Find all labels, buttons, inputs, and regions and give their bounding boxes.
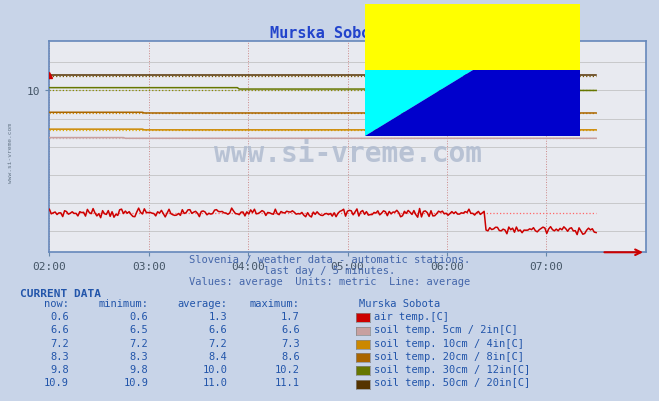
Text: 7.2: 7.2 (51, 338, 69, 348)
Text: 7.2: 7.2 (209, 338, 227, 348)
Text: 6.6: 6.6 (281, 324, 300, 334)
Text: 8.6: 8.6 (281, 351, 300, 361)
Text: maximum:: maximum: (250, 298, 300, 308)
Text: 9.8: 9.8 (130, 364, 148, 374)
Text: 1.7: 1.7 (281, 311, 300, 321)
Text: 9.8: 9.8 (51, 364, 69, 374)
Polygon shape (365, 71, 473, 137)
Text: CURRENT DATA: CURRENT DATA (20, 288, 101, 298)
Text: minimum:: minimum: (98, 298, 148, 308)
Text: 6.6: 6.6 (51, 324, 69, 334)
Text: soil temp. 50cm / 20in[C]: soil temp. 50cm / 20in[C] (374, 377, 530, 387)
Text: 0.6: 0.6 (51, 311, 69, 321)
Text: www.si-vreme.com: www.si-vreme.com (214, 140, 482, 168)
Text: soil temp. 5cm / 2in[C]: soil temp. 5cm / 2in[C] (374, 324, 517, 334)
Text: 6.6: 6.6 (209, 324, 227, 334)
Text: Values: average  Units: metric  Line: average: Values: average Units: metric Line: aver… (189, 276, 470, 286)
Text: average:: average: (177, 298, 227, 308)
Text: 10.9: 10.9 (123, 377, 148, 387)
Text: 7.3: 7.3 (281, 338, 300, 348)
Text: www.si-vreme.com: www.si-vreme.com (8, 122, 13, 182)
Text: 8.3: 8.3 (51, 351, 69, 361)
Text: 10.9: 10.9 (44, 377, 69, 387)
Text: 10.2: 10.2 (275, 364, 300, 374)
Text: soil temp. 10cm / 4in[C]: soil temp. 10cm / 4in[C] (374, 338, 524, 348)
Text: now:: now: (44, 298, 69, 308)
Text: 8.4: 8.4 (209, 351, 227, 361)
Text: 1.3: 1.3 (209, 311, 227, 321)
Text: 11.0: 11.0 (202, 377, 227, 387)
Text: Slovenia / weather data - automatic stations.: Slovenia / weather data - automatic stat… (189, 255, 470, 265)
Text: last day / 5 minutes.: last day / 5 minutes. (264, 265, 395, 275)
Text: air temp.[C]: air temp.[C] (374, 311, 449, 321)
Polygon shape (365, 71, 580, 137)
Polygon shape (365, 5, 580, 71)
Text: 11.1: 11.1 (275, 377, 300, 387)
Text: Murska Sobota: Murska Sobota (359, 298, 440, 308)
Text: 10.0: 10.0 (202, 364, 227, 374)
Text: 7.2: 7.2 (130, 338, 148, 348)
Text: 0.6: 0.6 (130, 311, 148, 321)
Text: Murska Sobota: Murska Sobota (270, 26, 389, 41)
Text: 8.3: 8.3 (130, 351, 148, 361)
Text: 6.5: 6.5 (130, 324, 148, 334)
Text: soil temp. 30cm / 12in[C]: soil temp. 30cm / 12in[C] (374, 364, 530, 374)
Text: soil temp. 20cm / 8in[C]: soil temp. 20cm / 8in[C] (374, 351, 524, 361)
